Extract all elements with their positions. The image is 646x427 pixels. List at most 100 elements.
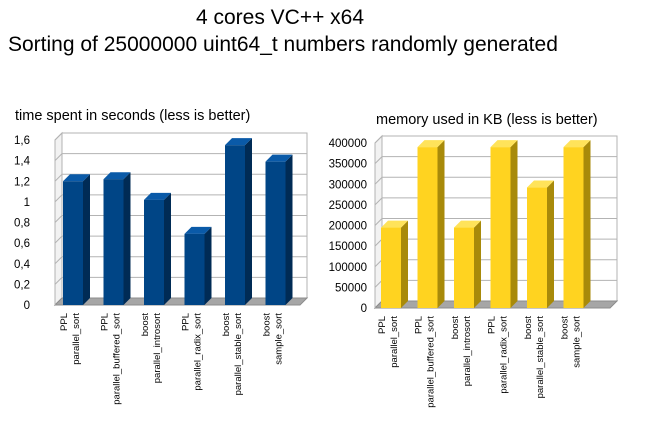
bar-side: [510, 140, 518, 308]
gridline-diagonal: [374, 218, 383, 226]
y-tick-label: 1,4: [14, 156, 31, 168]
gridline-diagonal: [54, 153, 63, 161]
bar-top: [103, 172, 131, 180]
x-tick-label-line: boost: [450, 316, 461, 340]
x-tick-label-line: PPL: [487, 316, 498, 334]
bar-front: [63, 181, 83, 305]
y-tick-label: 1: [24, 197, 30, 209]
bar-side: [164, 192, 171, 305]
y-tick-label: 250000: [329, 200, 367, 212]
x-tick-label-line: boost: [560, 316, 571, 340]
bar-front: [563, 147, 584, 308]
chart-title-line1: 4 cores VC++ x64: [195, 6, 365, 29]
y-tick-label: 400000: [329, 138, 367, 150]
x-tick-label-line: parallel_buffered_sort: [426, 316, 437, 408]
x-tick-label-line: parallel_radix_sort: [193, 313, 204, 391]
bar-side: [83, 174, 90, 305]
gridline-diagonal: [374, 176, 383, 185]
x-tick-label: boostparallel_stable_sort: [221, 313, 244, 396]
gridline-diagonal: [54, 132, 63, 141]
bar-top: [144, 192, 171, 200]
x-tick-label: boostparallel_introsort: [450, 316, 473, 387]
x-tick-label-line: sample_sort: [274, 313, 285, 365]
x-tick-label: PPLparallel_buffered_sort: [414, 316, 437, 408]
x-tick-label: boostsample_sort: [560, 316, 583, 368]
bar-front: [454, 227, 474, 308]
bar: PPLparallel_radix_sort: [181, 226, 212, 391]
gridline-diagonal: [54, 256, 63, 265]
bar: boostsample_sort: [560, 140, 591, 368]
bar-front: [527, 187, 547, 308]
bar: boostparallel_stable_sort: [221, 138, 252, 395]
x-tick-label-line: PPL: [59, 313, 70, 331]
x-tick-label-line: parallel_introsort: [152, 313, 163, 384]
y-tick-label: 0,2: [14, 279, 30, 291]
x-tick-label: PPLparallel_radix_sort: [487, 316, 510, 394]
x-tick-label-line: sample_sort: [572, 316, 583, 368]
bar: PPLparallel_sort: [59, 174, 90, 365]
y-tick-label: 50000: [335, 282, 367, 294]
x-tick-label-line: boost: [221, 313, 232, 337]
gridline-diagonal: [54, 194, 63, 203]
gridline-diagonal: [54, 235, 63, 244]
y-tick-label: 0,4: [14, 259, 31, 271]
x-tick-label-line: parallel_sort: [389, 316, 400, 368]
bar-side: [204, 226, 212, 305]
gridline-diagonal: [374, 135, 383, 144]
y-tick-label: 1,6: [14, 135, 30, 147]
bar-front: [144, 199, 164, 305]
bar-front: [490, 147, 511, 308]
bar: PPLparallel_buffered_sort: [100, 172, 131, 405]
bar: boostparallel_introsort: [450, 220, 481, 387]
x-tick-label-line: parallel_sort: [71, 313, 82, 365]
x-tick-label-line: parallel_stable_sort: [233, 313, 244, 396]
bar: boostsample_sort: [262, 154, 293, 365]
bar-front: [381, 227, 401, 308]
gridline-diagonal: [374, 280, 383, 288]
x-tick-label: boostparallel_introsort: [140, 313, 163, 384]
x-tick-label-line: parallel_introsort: [462, 316, 473, 387]
gridline-diagonal: [374, 238, 383, 247]
chart-2: memory used in KB (less is better) 0 50000…: [329, 112, 619, 408]
bar-side: [401, 220, 408, 308]
gridline-diagonal: [54, 277, 63, 285]
bar-top: [184, 226, 212, 234]
bar: boostparallel_stable_sort: [523, 180, 554, 399]
x-tick-label: PPLparallel_radix_sort: [181, 313, 204, 391]
x-tick-label: PPLparallel_buffered_sort: [100, 313, 123, 405]
gridline-diagonal: [374, 259, 383, 268]
x-tick-label-line: PPL: [377, 316, 388, 334]
bar-top: [490, 140, 518, 148]
gridline-diagonal: [54, 173, 63, 182]
bar-top: [454, 220, 481, 228]
x-tick-label-line: PPL: [100, 313, 111, 331]
x-tick-label: boostparallel_stable_sort: [523, 316, 546, 399]
y-tick-label: 0,8: [14, 218, 30, 230]
x-tick-label-line: parallel_radix_sort: [499, 316, 510, 394]
bar: PPLparallel_sort: [377, 220, 408, 368]
bar-top: [417, 140, 445, 148]
chart-1: time spent in seconds (less is better) 0 0…: [14, 108, 309, 405]
bar-top: [563, 140, 591, 148]
bar-side: [123, 172, 131, 305]
x-tick-label-line: parallel_buffered_sort: [112, 313, 123, 405]
x-tick-label-line: parallel_stable_sort: [535, 316, 546, 399]
bar-front: [103, 179, 124, 305]
x-tick-label-line: PPL: [414, 316, 425, 334]
bar-side: [437, 140, 445, 308]
y-tick-label: 100000: [329, 262, 367, 274]
bar: boostparallel_introsort: [140, 192, 171, 384]
y-tick-label: 150000: [329, 241, 367, 253]
y-tick-label: 0,6: [14, 238, 30, 250]
x-tick-label-line: boost: [262, 313, 273, 337]
gridline-diagonal: [374, 156, 383, 164]
gridline-diagonal: [374, 197, 383, 206]
bar-side: [547, 180, 554, 308]
bar-front: [225, 145, 245, 305]
bar: PPLparallel_buffered_sort: [414, 140, 445, 408]
bar-side: [474, 220, 481, 308]
bar-side: [583, 140, 591, 308]
bar-front: [265, 161, 286, 305]
x-tick-label: boostsample_sort: [262, 313, 285, 365]
